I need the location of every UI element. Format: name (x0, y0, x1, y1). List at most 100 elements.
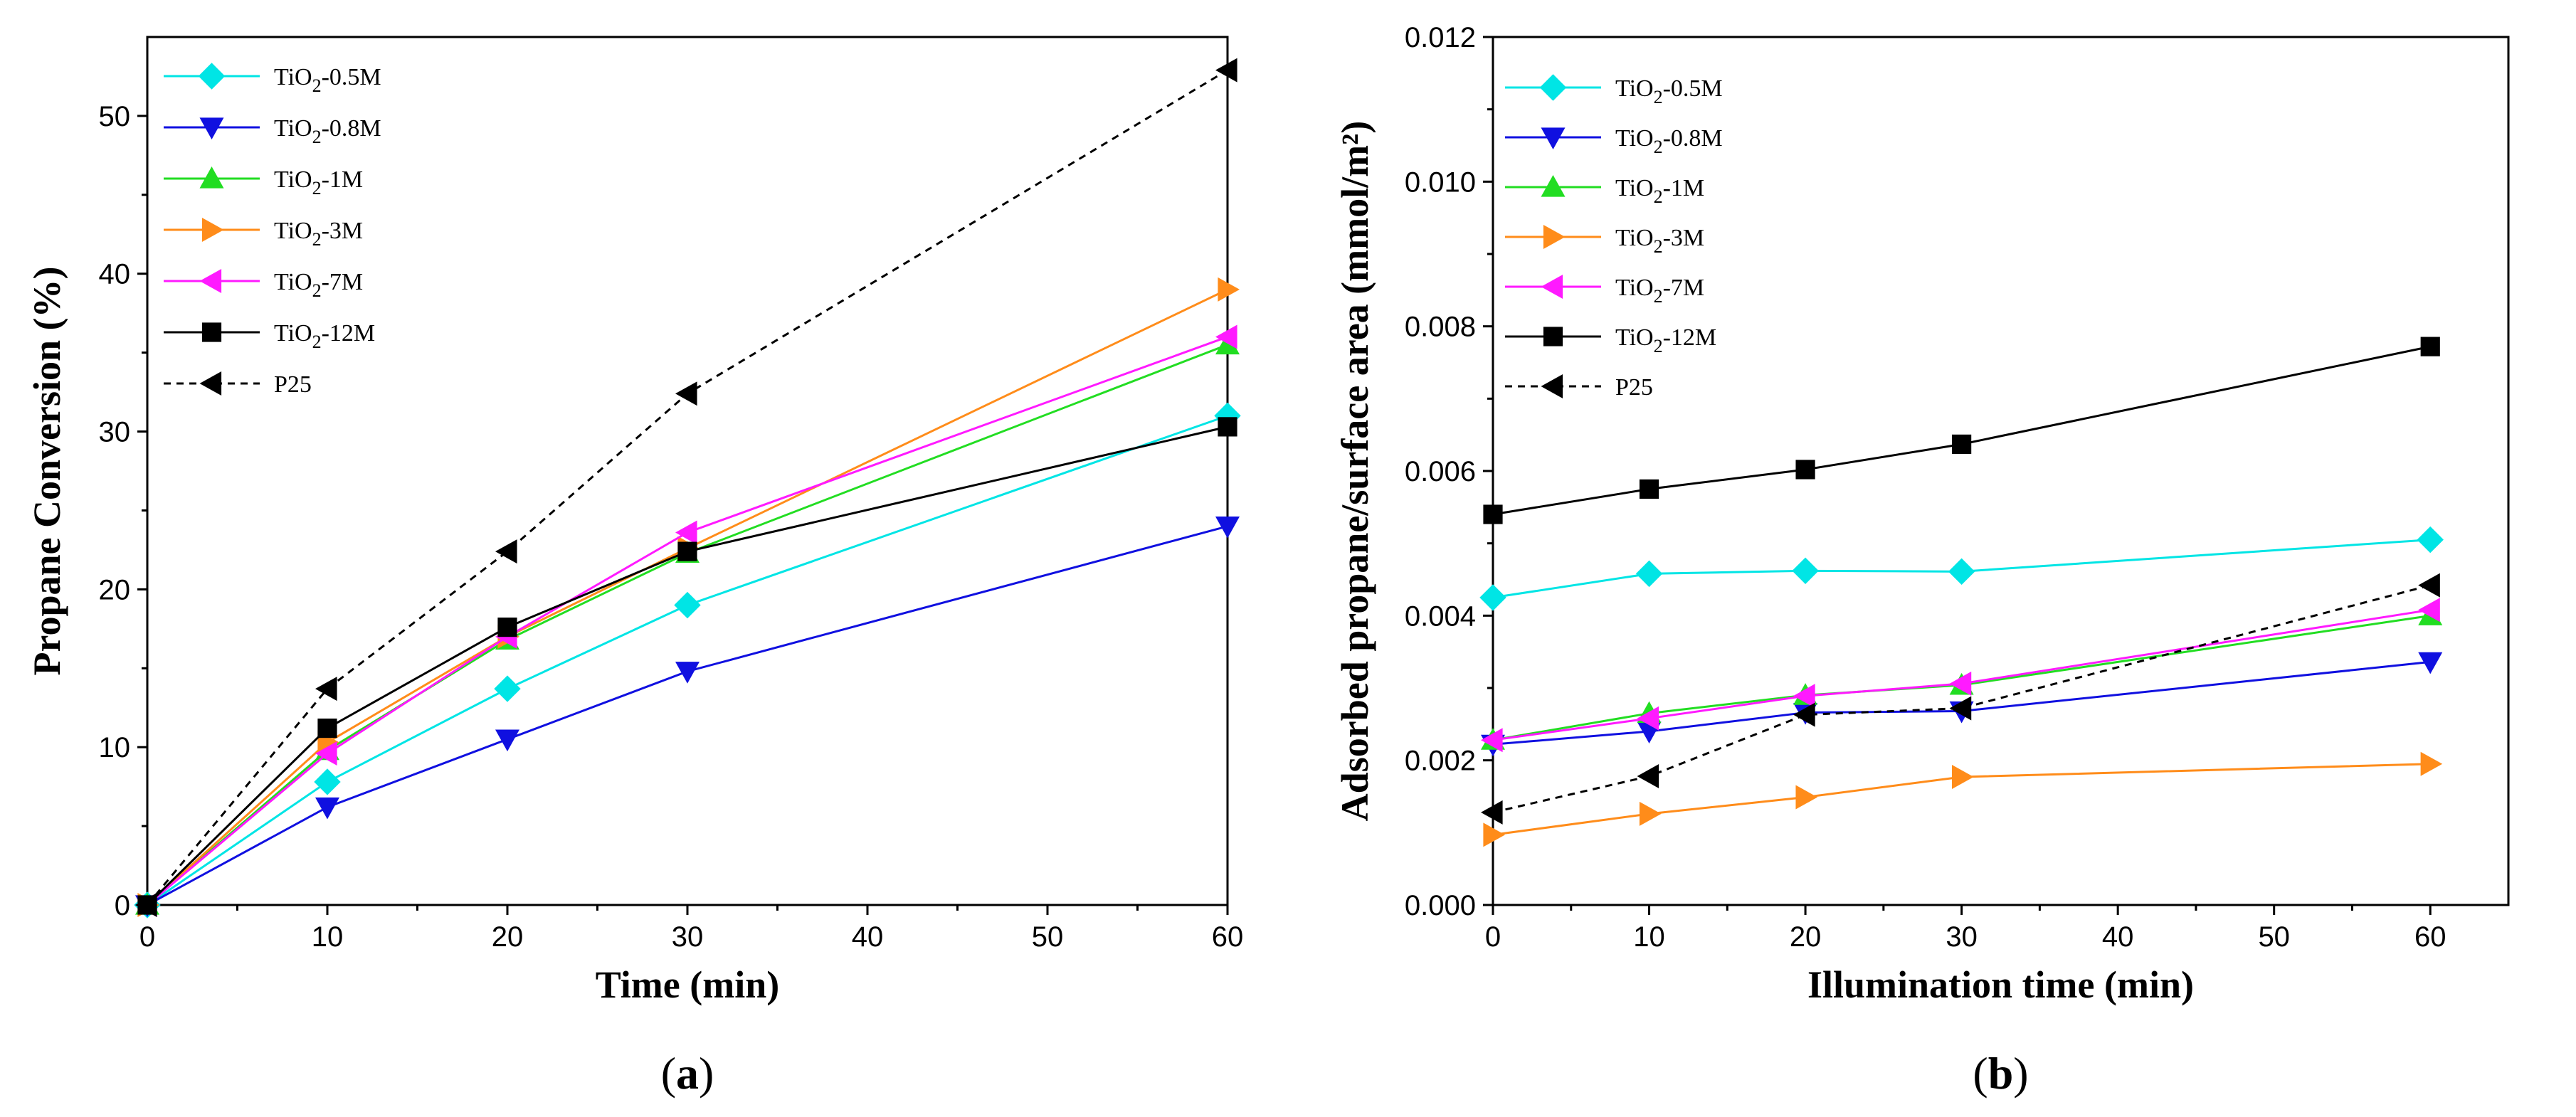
y-tick-label: 0.004 (1405, 600, 1476, 632)
series-tio2-7m: TiO2-7M (135, 269, 1237, 917)
data-point (1483, 504, 1503, 524)
chart-panel-a: 0 10 20 30 40 50 60 0 10 20 30 40 50 Time (min) Propan… (26, 36, 1244, 1099)
legend-marker (1541, 275, 1563, 299)
data-point (1481, 800, 1503, 825)
y-tick-label: 0.010 (1405, 166, 1476, 198)
data-point (674, 591, 701, 619)
legend-marker (199, 269, 222, 293)
data-point (1795, 785, 1818, 810)
legend-label: TiO2-0.8M (274, 115, 381, 147)
data-point (2418, 652, 2443, 674)
legend-label: TiO2-0.8M (1615, 125, 1723, 157)
legend-marker (1543, 225, 1566, 249)
legend-label: P25 (274, 371, 312, 398)
y-tick-label: 0.000 (1405, 890, 1476, 921)
panel-label: (b) (1973, 1048, 2028, 1099)
y-tick-label: 50 (99, 101, 131, 132)
legend-label: TiO2-12M (1615, 324, 1716, 356)
y-tick-label: 0.012 (1405, 22, 1476, 53)
data-point (1218, 277, 1240, 302)
x-tick-label: 10 (312, 921, 344, 953)
legend-marker (1541, 374, 1563, 398)
data-point (1483, 822, 1505, 847)
x-axis-title: Time (min) (596, 963, 779, 1006)
data-point (497, 618, 517, 637)
y-tick-label: 0.008 (1405, 312, 1476, 343)
legend-marker (1541, 175, 1566, 197)
x-tick-label: 0 (139, 921, 155, 953)
legend-label: TiO2-0.5M (274, 64, 381, 96)
legend-label: TiO2-0.5M (1615, 75, 1723, 107)
series-line (147, 414, 1228, 906)
legend-label: TiO2-1M (274, 166, 363, 198)
series-line (146, 69, 1228, 906)
panel-label: (a) (661, 1048, 714, 1099)
x-tick-label: 40 (2102, 921, 2134, 953)
y-tick-label: 0.002 (1405, 746, 1476, 777)
data-point (1215, 517, 1240, 539)
data-point (1793, 684, 1815, 709)
data-point (2420, 337, 2440, 356)
legend-marker (1541, 127, 1566, 149)
y-tick-label: 10 (99, 732, 131, 763)
data-point (317, 718, 337, 739)
x-tick-label: 30 (1946, 921, 1978, 953)
data-point (2418, 598, 2440, 623)
data-point (1479, 584, 1506, 611)
data-point (675, 520, 697, 545)
x-tick-label: 60 (1212, 921, 1244, 953)
series-tio2-12m: TiO2-12M (1483, 324, 2440, 524)
x-tick-label: 40 (852, 921, 884, 953)
x-axis-title: Illumination time (min) (1807, 963, 2194, 1006)
data-point (1218, 417, 1237, 437)
y-axis-title: Adsorbed propane/surface area (mmol/m²) (1334, 121, 1376, 822)
legend-marker (201, 322, 222, 342)
data-point (1215, 324, 1237, 349)
legend-label: TiO2-3M (1615, 225, 1704, 257)
data-point (1215, 58, 1237, 83)
series-p25: P25 (135, 58, 1237, 917)
y-tick-label: 20 (99, 574, 131, 605)
series-line (147, 525, 1228, 906)
series-tio2-0-5m: TiO2-0.5M (1479, 74, 2444, 611)
data-point (1949, 671, 1972, 696)
y-tick-label: 30 (99, 417, 131, 448)
legend-label: P25 (1615, 374, 1653, 401)
x-tick-label: 0 (1485, 921, 1501, 953)
data-point (314, 768, 341, 795)
series-line (147, 336, 1228, 906)
data-point (315, 677, 337, 702)
data-point (1639, 479, 1659, 499)
data-point (315, 797, 339, 820)
x-tick-label: 30 (672, 921, 704, 953)
series-tio2-1m: TiO2-1M (1481, 175, 2443, 750)
data-point (1952, 765, 1974, 790)
legend-marker (199, 166, 224, 189)
data-point (494, 675, 521, 702)
data-point (2417, 526, 2444, 554)
legend-marker (198, 63, 226, 90)
series-p25: P25 (1481, 374, 2440, 825)
y-axis-title: Propane Conversion (%) (26, 267, 68, 676)
series-tio2-3m: TiO2-3M (1483, 225, 2443, 847)
legend-marker (201, 218, 224, 242)
legend-label: TiO2-3M (274, 218, 363, 250)
legend-label: TiO2-7M (274, 269, 363, 301)
y-tick-label: 0.006 (1405, 456, 1476, 487)
legend-marker (1539, 74, 1567, 101)
data-point (1949, 696, 1972, 721)
data-point (1952, 434, 1972, 454)
legend-marker (1543, 327, 1563, 346)
data-point (1637, 764, 1659, 789)
legend-label: TiO2-1M (1615, 175, 1704, 207)
data-point (315, 741, 337, 766)
legend-label: TiO2-12M (274, 320, 375, 352)
chart-panel-b: 0 10 20 30 40 50 60 0.000 0.002 0.004 0.006 0.008 0.… (1334, 22, 2510, 1099)
data-point (1639, 801, 1662, 826)
legend-marker (199, 117, 224, 139)
data-point (1793, 702, 1815, 727)
data-point (677, 541, 697, 561)
data-point (135, 893, 157, 917)
